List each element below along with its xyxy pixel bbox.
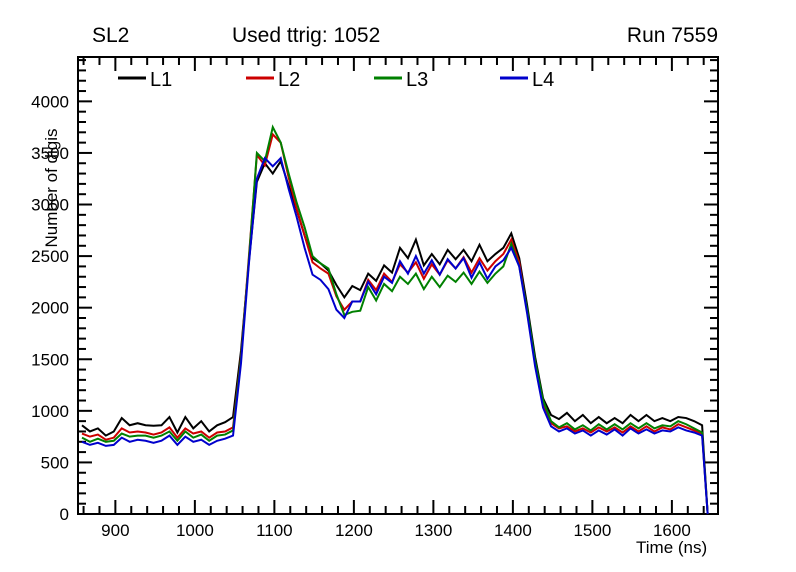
x-axis-tick-label: 1100	[256, 521, 293, 540]
x-axis-tick-label: 1000	[176, 521, 214, 540]
x-axis-tick-label: 900	[101, 521, 129, 540]
data-series-layer	[81, 124, 709, 515]
y-axis-tick-label: 500	[41, 453, 69, 472]
series-line-l2	[81, 132, 709, 515]
y-axis-tick-label: 1000	[31, 402, 69, 421]
x-axis-tick-label: 1600	[653, 521, 691, 540]
x-axis-tick-label: 1300	[414, 521, 452, 540]
series-line-l4	[81, 156, 709, 515]
series-line-l3	[81, 124, 709, 515]
panel-title-ttrig: Used ttrig: 1052	[232, 24, 381, 47]
y-axis-tick-label: 1500	[31, 350, 69, 369]
y-axis-tick-label: 4000	[31, 92, 69, 111]
panel-label-run: Run 7559	[626, 24, 718, 47]
y-axis-tick-label: 3000	[31, 196, 69, 215]
legend-label-l4: L4	[532, 69, 554, 91]
series-line-l1	[81, 158, 709, 515]
panel-label-sl: SL2	[92, 24, 130, 47]
x-axis-tick-label: 1200	[335, 521, 373, 540]
x-axis-tick-label: 1500	[573, 521, 611, 540]
y-axis-tick-label: 2500	[31, 247, 69, 266]
chart-legend: L1 L2 L3 L4	[118, 69, 554, 91]
x-axis-tick-label: 1400	[494, 521, 532, 540]
legend-label-l2: L2	[278, 69, 300, 91]
y-axis-tick-label: 3500	[31, 144, 69, 163]
legend-label-l3: L3	[406, 69, 428, 91]
x-axis-title: Time (ns)	[636, 538, 708, 557]
y-axis-tick-label: 2000	[31, 299, 69, 318]
plot-frame	[77, 56, 719, 515]
y-axis-tick-label: 0	[60, 505, 69, 524]
legend-label-l1: L1	[150, 69, 172, 91]
